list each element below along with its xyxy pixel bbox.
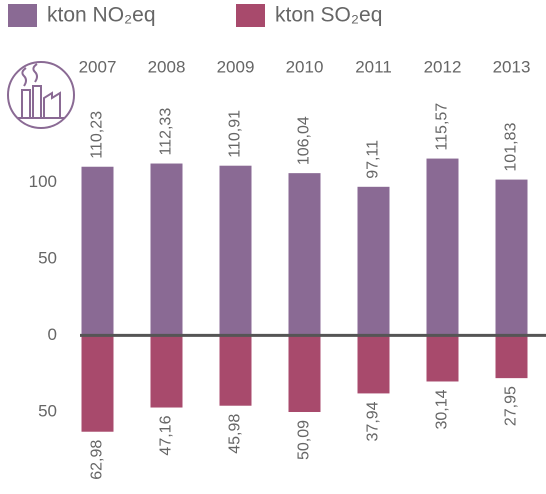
- legend-swatch: [8, 4, 37, 27]
- value-label: 27,95: [503, 386, 520, 426]
- value-label: 110,91: [227, 110, 244, 158]
- bar: [288, 173, 321, 336]
- y-tick-label: 0: [48, 325, 57, 344]
- x-category-label: 2009: [217, 57, 255, 76]
- x-category-label: 2008: [148, 57, 186, 76]
- value-label: 62,98: [89, 440, 106, 480]
- value-label: 115,57: [434, 103, 451, 151]
- bar: [357, 186, 390, 336]
- bar: [150, 163, 183, 336]
- y-tick-label: 50: [38, 248, 57, 267]
- value-label: 112,33: [158, 108, 175, 156]
- bar: [81, 166, 114, 336]
- bar: [288, 335, 321, 413]
- x-category-label: 2007: [79, 57, 117, 76]
- value-label: 45,98: [227, 414, 244, 454]
- value-label: 97,11: [365, 140, 382, 179]
- bar: [81, 335, 114, 432]
- x-category-label: 2012: [424, 57, 462, 76]
- x-category-label: 2010: [286, 57, 324, 76]
- y-tick-label: 100: [29, 172, 57, 191]
- legend-label: kton NO₂eq: [47, 4, 156, 27]
- bar: [495, 179, 528, 336]
- bar: [150, 335, 183, 408]
- legend-swatch: [236, 4, 265, 27]
- value-label: 106,04: [296, 116, 313, 165]
- value-label: 50,09: [296, 420, 313, 460]
- legend-label: kton SO₂eq: [275, 4, 382, 27]
- bar: [219, 335, 252, 406]
- bar: [495, 335, 528, 379]
- value-label: 101,83: [503, 123, 520, 172]
- value-label: 37,94: [365, 401, 382, 441]
- bar: [357, 335, 390, 394]
- x-category-label: 2011: [355, 57, 392, 76]
- y-tick-label: 50: [38, 401, 57, 420]
- value-label: 110,23: [89, 111, 106, 159]
- bar: [426, 158, 459, 336]
- x-category-label: 2013: [493, 57, 531, 76]
- bar: [426, 335, 459, 382]
- value-label: 30,14: [434, 389, 451, 429]
- value-label: 47,16: [158, 415, 175, 455]
- bar: [219, 165, 252, 336]
- factory-icon: [7, 61, 75, 129]
